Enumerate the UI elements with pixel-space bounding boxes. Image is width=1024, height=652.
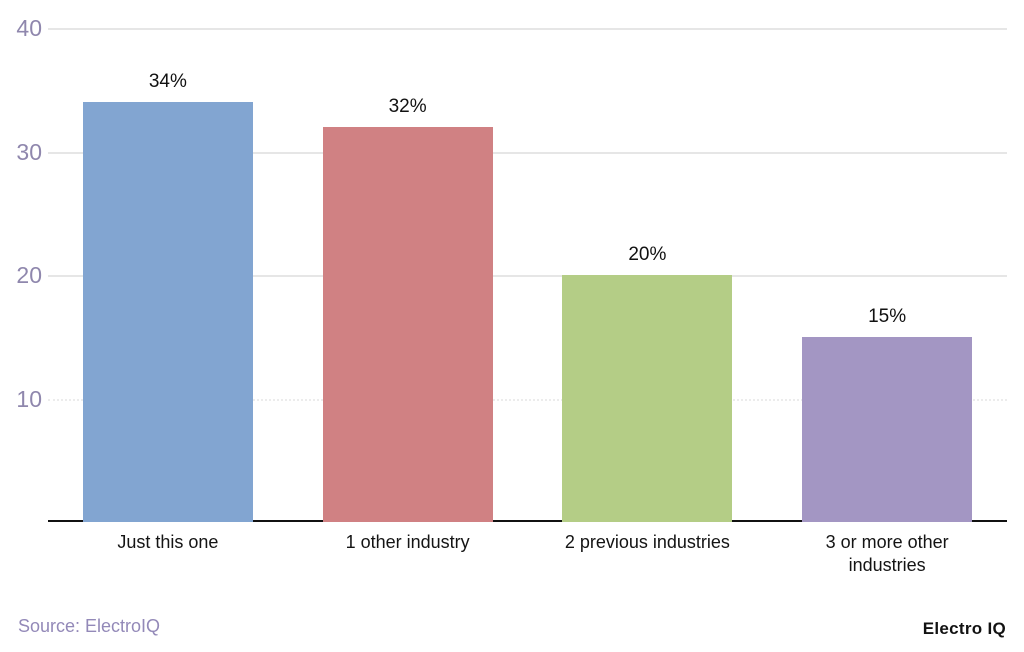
y-tick-label-40: 40 bbox=[16, 15, 42, 41]
plot-area bbox=[48, 28, 1007, 522]
bar-3 bbox=[562, 275, 733, 522]
gridline-30 bbox=[48, 151, 1007, 154]
bar-value-label: 20% bbox=[628, 244, 667, 265]
y-tick-label-10: 10 bbox=[16, 385, 42, 412]
x-label-slot: 1 other industry bbox=[288, 531, 528, 577]
bar-4 bbox=[802, 336, 973, 522]
bar-value-label: 15% bbox=[868, 305, 907, 327]
gridline-20 bbox=[48, 275, 1007, 277]
bar-slot: 20% bbox=[528, 28, 768, 522]
bar-slot: 15% bbox=[767, 28, 1007, 522]
y-tick-label-20: 20 bbox=[16, 262, 42, 288]
source-attribution: Source: ElectroIQ bbox=[18, 616, 161, 636]
x-axis-category-label: 2 previous industries bbox=[564, 532, 730, 552]
x-axis-category-label: 1 other industry bbox=[345, 532, 470, 552]
bar-2 bbox=[322, 126, 493, 522]
x-label-slot: 3 or more other industries bbox=[767, 531, 1007, 577]
x-label-slot: Just this one bbox=[48, 531, 288, 577]
x-label-slot: 2 previous industries bbox=[528, 531, 768, 577]
x-axis-category-label: 3 or more other industries bbox=[825, 532, 949, 575]
y-tick-label-30: 30 bbox=[16, 138, 42, 165]
gridline-10 bbox=[48, 398, 1007, 401]
bar-slot: 32% bbox=[288, 28, 528, 522]
bar-value-label: 34% bbox=[148, 71, 187, 93]
bar-value-label: 32% bbox=[388, 95, 427, 117]
brand-logo: Electro IQ bbox=[922, 619, 1006, 638]
gridline-40 bbox=[48, 28, 1007, 30]
bar-slot: 34% bbox=[48, 28, 288, 522]
bars-row: 34% 32% 20% 15% bbox=[48, 28, 1007, 522]
x-axis-labels: Just this one 1 other industry 2 previous … bbox=[48, 531, 1007, 577]
x-axis-baseline bbox=[48, 520, 1007, 522]
bar-1 bbox=[82, 102, 253, 522]
x-axis-category-label: Just this one bbox=[117, 532, 219, 552]
